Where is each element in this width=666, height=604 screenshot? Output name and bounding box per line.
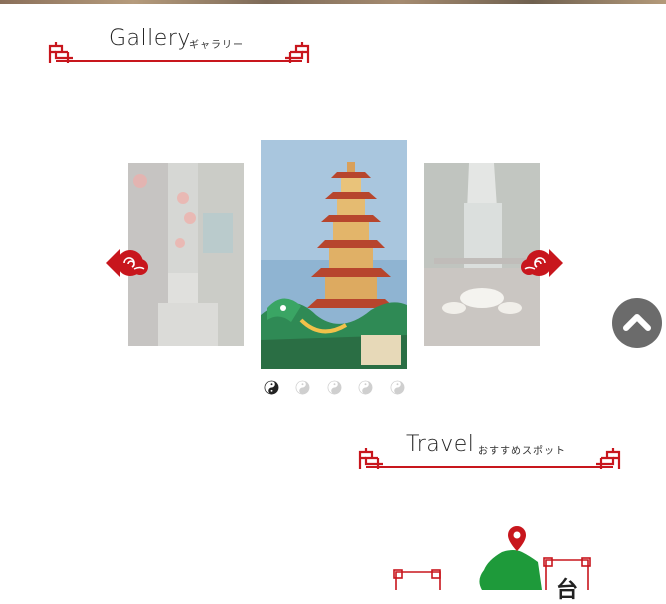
heading-underline [366,466,613,468]
chevron-up-icon [623,314,651,331]
header-image-strip [0,0,666,4]
cloud-arrow-left-icon [106,249,148,277]
dragon-tiger-pagoda-photo [261,140,407,369]
gallery-pagination [264,380,414,396]
travel-title: Travel [406,432,475,457]
yin-yang-icon[interactable] [327,380,342,395]
map-region-label: 台 [556,577,579,603]
travel-subtitle: おすすめスポット [478,446,566,457]
lattice-corner-icon [358,448,383,469]
gallery-heading: Gallery ギャラリー [48,26,310,64]
taiwan-map: 台 [392,522,602,603]
map-pin-icon [508,526,526,551]
gallery-prev-button[interactable] [106,247,150,279]
lattice-corner-icon [596,448,621,469]
gallery-slide-active[interactable] [261,140,407,369]
gallery-slide-next[interactable] [424,163,540,346]
yin-yang-icon[interactable] [295,380,310,395]
lantern-street-photo [128,163,244,346]
heading-underline [56,60,302,62]
back-to-top-button[interactable] [612,298,662,348]
cloud-arrow-right-icon [521,249,563,277]
travel-heading: Travel おすすめスポット [358,432,621,470]
yin-yang-icon[interactable] [358,380,373,395]
gallery-next-button[interactable] [519,247,563,279]
gallery-subtitle: ギャラリー [189,40,244,51]
lattice-corner-icon [285,42,310,63]
yin-yang-icon[interactable] [390,380,405,395]
taiwan-map-graphic [393,526,591,590]
mountain-tea-terrace-photo [424,163,540,346]
gallery-slide-prev[interactable] [128,163,244,346]
yin-yang-icon[interactable] [264,380,279,395]
gallery-title: Gallery [109,26,191,51]
lattice-corner-icon [48,42,73,63]
